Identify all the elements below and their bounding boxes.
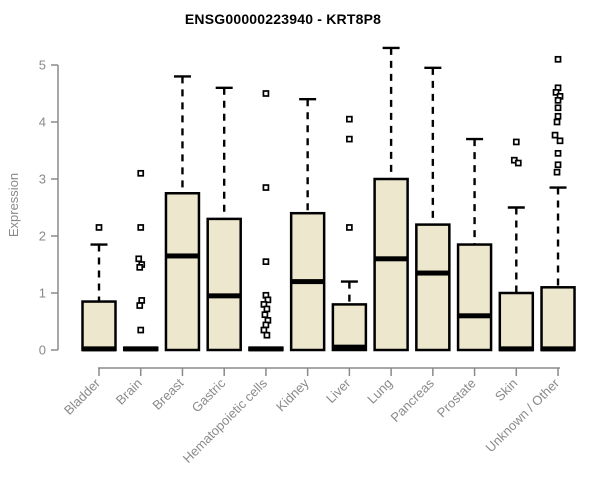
outlier-point <box>137 224 145 231</box>
x-axis-category-label-bladder: Bladder <box>61 375 104 418</box>
outlier-point <box>95 224 103 231</box>
box-rect <box>373 177 409 352</box>
outlier-point <box>260 326 268 334</box>
boxplot-bladder <box>81 224 117 352</box>
x-axis-category-label-prostate: Prostate <box>434 376 479 421</box>
median-line <box>165 253 200 259</box>
box-rect <box>456 243 493 352</box>
box-rect <box>331 303 368 352</box>
chart-title: ENSG00000223940 - KRT8P8 <box>184 11 382 27</box>
y-axis-tick-label: 1 <box>39 286 46 301</box>
x-axis-category-label-gastric: Gastric <box>189 375 229 415</box>
outlier-point <box>512 138 520 146</box>
boxplot-kidney <box>289 97 326 352</box>
outlier-point <box>264 296 272 304</box>
y-axis-tick-label: 0 <box>39 343 46 358</box>
y-axis-tick-label: 4 <box>39 115 46 130</box>
outlier-point <box>263 331 271 339</box>
boxplot-brain <box>122 169 159 352</box>
outlier-point <box>552 89 560 96</box>
median-line <box>290 279 325 285</box>
x-axis-category-label-unknown-other: Unknown / Other <box>483 375 563 455</box>
box-rect <box>81 300 117 352</box>
outlier-point <box>553 118 561 126</box>
outlier-point <box>554 55 562 63</box>
median-line <box>207 293 242 299</box>
outlier-point <box>554 104 562 112</box>
outlier-point <box>262 90 270 97</box>
outlier-point <box>551 131 559 139</box>
boxplot-hematopoietic-cells <box>248 90 284 352</box>
x-axis-category-label-lung: Lung <box>364 376 395 407</box>
median-line <box>541 346 576 352</box>
boxplot-lung <box>373 46 409 352</box>
outlier-point <box>554 112 562 120</box>
median-line <box>499 346 534 352</box>
outlier-point <box>136 264 144 271</box>
outlier-point <box>137 326 145 334</box>
outlier-point <box>262 321 270 329</box>
boxplot-breast <box>164 75 201 352</box>
outlier-point <box>554 161 562 169</box>
outlier-point <box>346 115 353 123</box>
outlier-point <box>261 311 269 319</box>
median-line <box>374 256 409 262</box>
box-rect <box>206 217 242 352</box>
outlier-point <box>553 168 561 176</box>
outlier-point <box>138 297 146 304</box>
median-line <box>332 344 367 350</box>
box-rect <box>164 192 201 352</box>
box-rect <box>540 286 576 352</box>
box-rect <box>415 223 451 352</box>
median-line <box>248 346 283 352</box>
y-axis-tick-label: 2 <box>39 229 46 244</box>
boxplot-gastric <box>206 86 242 352</box>
boxplot-liver <box>331 115 368 352</box>
boxplot-pancreas <box>415 66 451 352</box>
x-axis-category-label-kidney: Kidney <box>273 375 312 414</box>
outlier-point <box>262 258 270 265</box>
boxplot-skin <box>498 138 535 352</box>
outlier-point <box>262 184 270 191</box>
box-rect <box>498 291 535 352</box>
outlier-point <box>554 96 562 104</box>
x-axis-category-label-brain: Brain <box>113 376 145 408</box>
outlier-point <box>346 135 353 143</box>
outlier-point <box>263 305 271 313</box>
outlier-point <box>556 137 564 145</box>
x-axis-category-label-skin: Skin <box>492 376 520 404</box>
outlier-point <box>136 302 144 309</box>
outlier-point <box>135 255 143 263</box>
median-line <box>457 313 492 319</box>
outlier-point <box>554 150 562 157</box>
y-axis-tick-label: 5 <box>39 58 46 73</box>
median-line <box>415 270 450 276</box>
x-axis-category-label-breast: Breast <box>149 375 186 412</box>
boxplot-unknown-other <box>540 55 576 352</box>
x-axis-category-label-pancreas: Pancreas <box>388 375 438 425</box>
outlier-point <box>137 169 145 177</box>
outlier-point <box>346 224 353 231</box>
outlier-point <box>514 159 522 167</box>
x-axis-category-label-liver: Liver <box>323 375 354 406</box>
y-axis-tick-label: 3 <box>39 172 46 187</box>
median-line <box>82 346 116 352</box>
median-line <box>123 346 158 352</box>
boxplot-prostate <box>456 137 493 352</box>
